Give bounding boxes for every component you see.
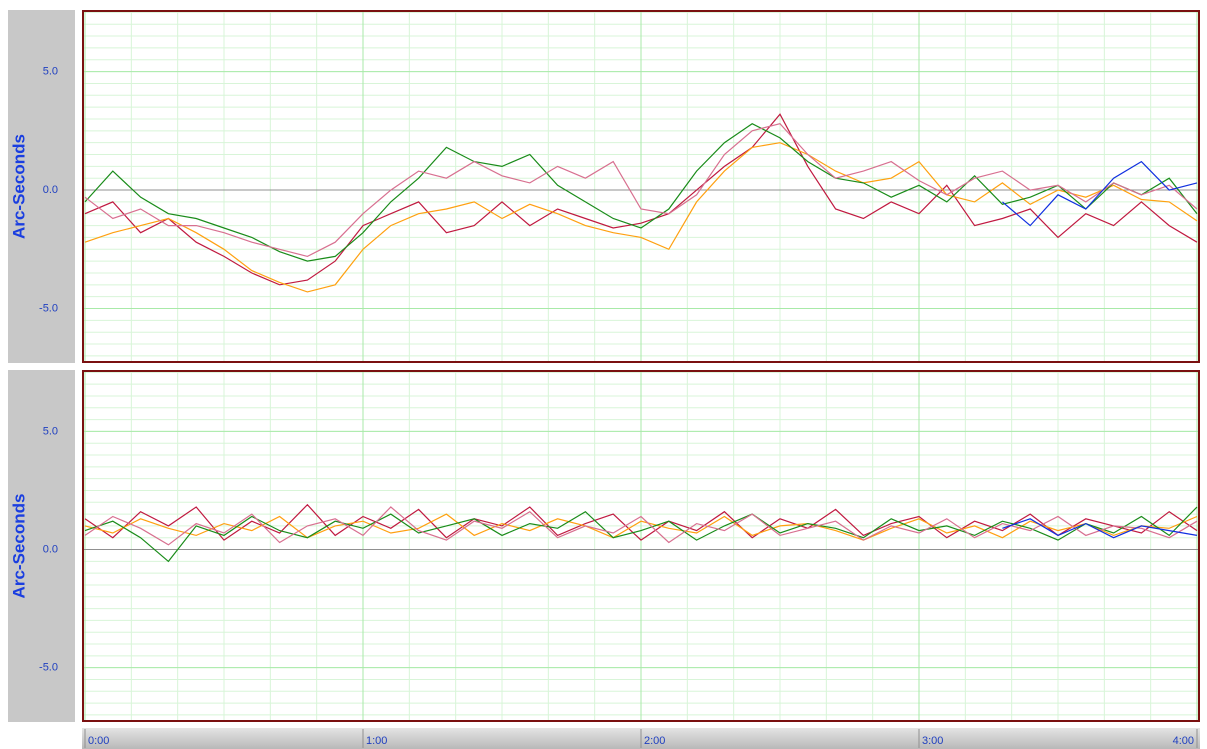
y-axis-label: Arc-Seconds (9, 494, 28, 599)
x-tick-label: 2:00 (644, 735, 665, 747)
plot-border (82, 10, 1200, 363)
y-tick-label: -5.0 (39, 302, 58, 314)
y-tick-label: -5.0 (39, 662, 58, 674)
x-tick-label: 4:00 (1173, 735, 1194, 747)
series-line (84, 142, 1198, 293)
y-tick-label: 5.0 (43, 425, 58, 437)
y-tick-label: 0.0 (43, 184, 58, 196)
x-tick-label: 1:00 (366, 735, 387, 747)
y-axis-strip (8, 10, 75, 363)
series-line (1002, 518, 1198, 539)
y-tick-label: 5.0 (43, 66, 58, 78)
x-tick-label: 0:00 (88, 735, 109, 747)
y-axis-label: Arc-Seconds (9, 134, 28, 239)
y-axis-strip (8, 370, 75, 722)
series-line (84, 123, 1198, 258)
series-line (84, 113, 1198, 286)
series-line (84, 506, 1198, 546)
series-line (1002, 160, 1198, 227)
x-tick-label: 3:00 (922, 735, 943, 747)
series-line (84, 513, 1198, 541)
series-line (84, 506, 1198, 563)
y-tick-label: 0.0 (43, 543, 58, 555)
plot-border (82, 370, 1200, 722)
